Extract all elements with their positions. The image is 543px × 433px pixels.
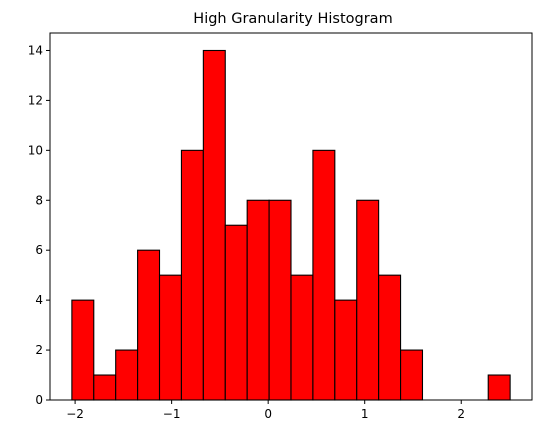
y-tick-label: 4 [35, 293, 43, 307]
histogram-bar [115, 349, 139, 401]
y-tick-label: 8 [35, 193, 43, 207]
histogram-bar [71, 299, 95, 401]
plot-frame [49, 32, 533, 401]
histogram-bar [202, 49, 226, 401]
histogram-bar [224, 224, 248, 401]
bars-layer [71, 49, 511, 401]
histogram-bar [334, 299, 358, 401]
histogram-bar [158, 274, 182, 401]
histogram-bar [400, 349, 424, 401]
y-tick-label: 12 [28, 93, 43, 107]
x-tick-label: 2 [457, 407, 465, 421]
x-tick-label: −1 [163, 407, 181, 421]
histogram-bar [137, 249, 161, 401]
x-tick-label: −2 [66, 407, 84, 421]
y-tick-label: 6 [35, 243, 43, 257]
y-tick-label: 10 [28, 143, 43, 157]
chart-title: High Granularity Histogram [193, 11, 392, 27]
histogram-bar [268, 199, 292, 401]
histogram-bar [487, 374, 511, 401]
histogram-bar [378, 274, 402, 401]
histogram-bar [312, 149, 336, 401]
histogram-bar [290, 274, 314, 401]
y-tick-label: 2 [35, 343, 43, 357]
y-tick-label: 14 [28, 43, 43, 57]
x-tick-label: 1 [361, 407, 369, 421]
histogram-bar [93, 374, 117, 401]
histogram-bar [180, 149, 204, 401]
y-tick-label: 0 [35, 393, 43, 407]
histogram-bar [356, 199, 380, 401]
histogram-bar [246, 199, 270, 401]
x-tick-label: 0 [264, 407, 272, 421]
